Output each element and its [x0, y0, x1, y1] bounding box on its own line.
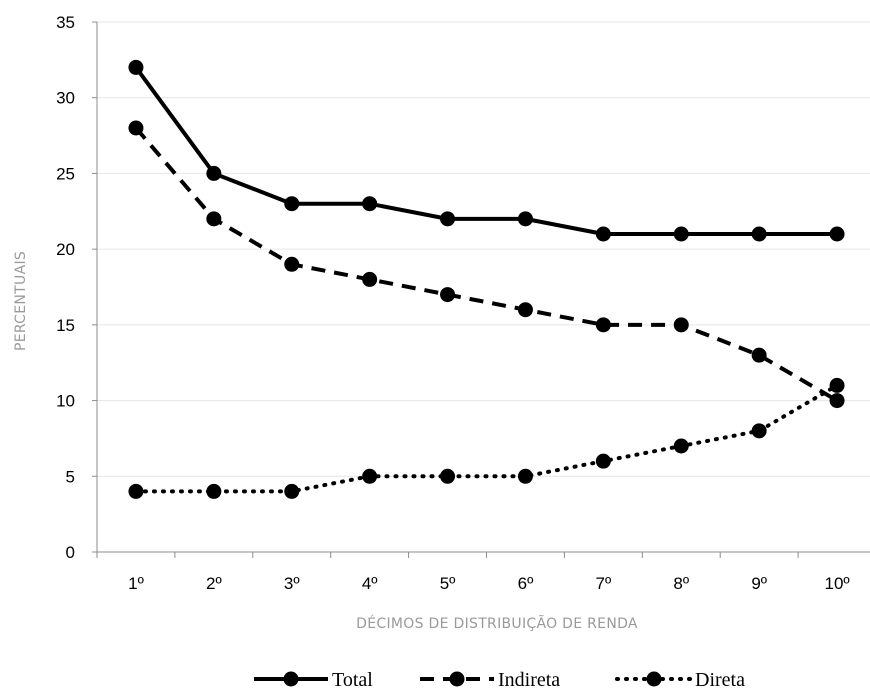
y-tick-label: 0 [66, 543, 75, 562]
y-tick-label: 25 [56, 164, 75, 183]
legend: Total Indireta Direta [254, 669, 745, 689]
data-point-indireta [595, 317, 611, 333]
data-point-indireta [128, 120, 144, 136]
x-tick-label: 6º [518, 574, 534, 593]
data-point-indireta [673, 317, 689, 333]
data-point-direta [362, 468, 378, 484]
x-tick-label: 7º [596, 574, 612, 593]
series-group [128, 59, 845, 499]
data-point-total [362, 196, 378, 212]
data-point-direta [440, 468, 456, 484]
y-axis-title: PERCENTUAIS [13, 251, 29, 351]
data-point-direta [829, 377, 845, 393]
data-point-direta [206, 483, 222, 499]
data-point-total [673, 226, 689, 242]
data-point-total [595, 226, 611, 242]
data-point-direta [673, 438, 689, 454]
data-point-total [517, 211, 533, 227]
data-point-direta [284, 483, 300, 499]
data-point-total [284, 196, 300, 212]
x-tick-label: 4º [362, 574, 378, 593]
data-point-total [751, 226, 767, 242]
series-line-direta [133, 383, 840, 494]
y-tick-label: 20 [56, 240, 75, 259]
data-point-indireta [362, 271, 378, 287]
legend-label-direta: Direta [695, 669, 745, 689]
legend-label-indireta: Indireta [498, 669, 560, 689]
y-tick-label: 10 [56, 392, 75, 411]
data-point-indireta [284, 256, 300, 272]
data-point-indireta [206, 211, 222, 227]
data-point-total [829, 226, 845, 242]
axes [92, 21, 870, 558]
x-tick-label: 2º [206, 574, 222, 593]
data-point-direta [128, 483, 144, 499]
x-tick-label: 3º [284, 574, 300, 593]
data-point-total [440, 211, 456, 227]
legend-marker-indireta [449, 671, 465, 687]
y-tick-label: 15 [56, 316, 75, 335]
x-tick-label: 9º [751, 574, 767, 593]
data-point-direta [751, 423, 767, 439]
data-point-indireta [829, 393, 845, 409]
y-tick-label: 5 [66, 467, 75, 486]
x-tick-label: 5º [440, 574, 456, 593]
data-point-indireta [751, 347, 767, 363]
data-point-direta [595, 453, 611, 469]
series-line-total [134, 66, 838, 236]
x-tick-label: 1º [128, 574, 144, 593]
x-axis-title: DÉCIMOS DE DISTRIBUIÇÃO DE RENDA [356, 615, 638, 632]
legend-marker-direta [646, 671, 662, 687]
series-line-indireta [134, 126, 839, 403]
x-tick-label: 8º [673, 574, 689, 593]
gridlines [97, 21, 870, 477]
legend-marker-total [283, 671, 299, 687]
data-point-indireta [440, 287, 456, 303]
data-point-total [128, 59, 144, 75]
x-tick-label: 10º [824, 574, 849, 593]
data-point-total [206, 165, 222, 181]
data-point-direta [517, 468, 533, 484]
data-point-indireta [517, 302, 533, 318]
tick-labels: 0 5 10 15 20 25 30 35 1º 2º 3º 4º 5º 6º 7º 8º 9º 10º [56, 13, 850, 593]
legend-label-total: Total [332, 669, 373, 689]
y-tick-label: 35 [56, 13, 75, 32]
y-tick-label: 30 [56, 89, 75, 108]
